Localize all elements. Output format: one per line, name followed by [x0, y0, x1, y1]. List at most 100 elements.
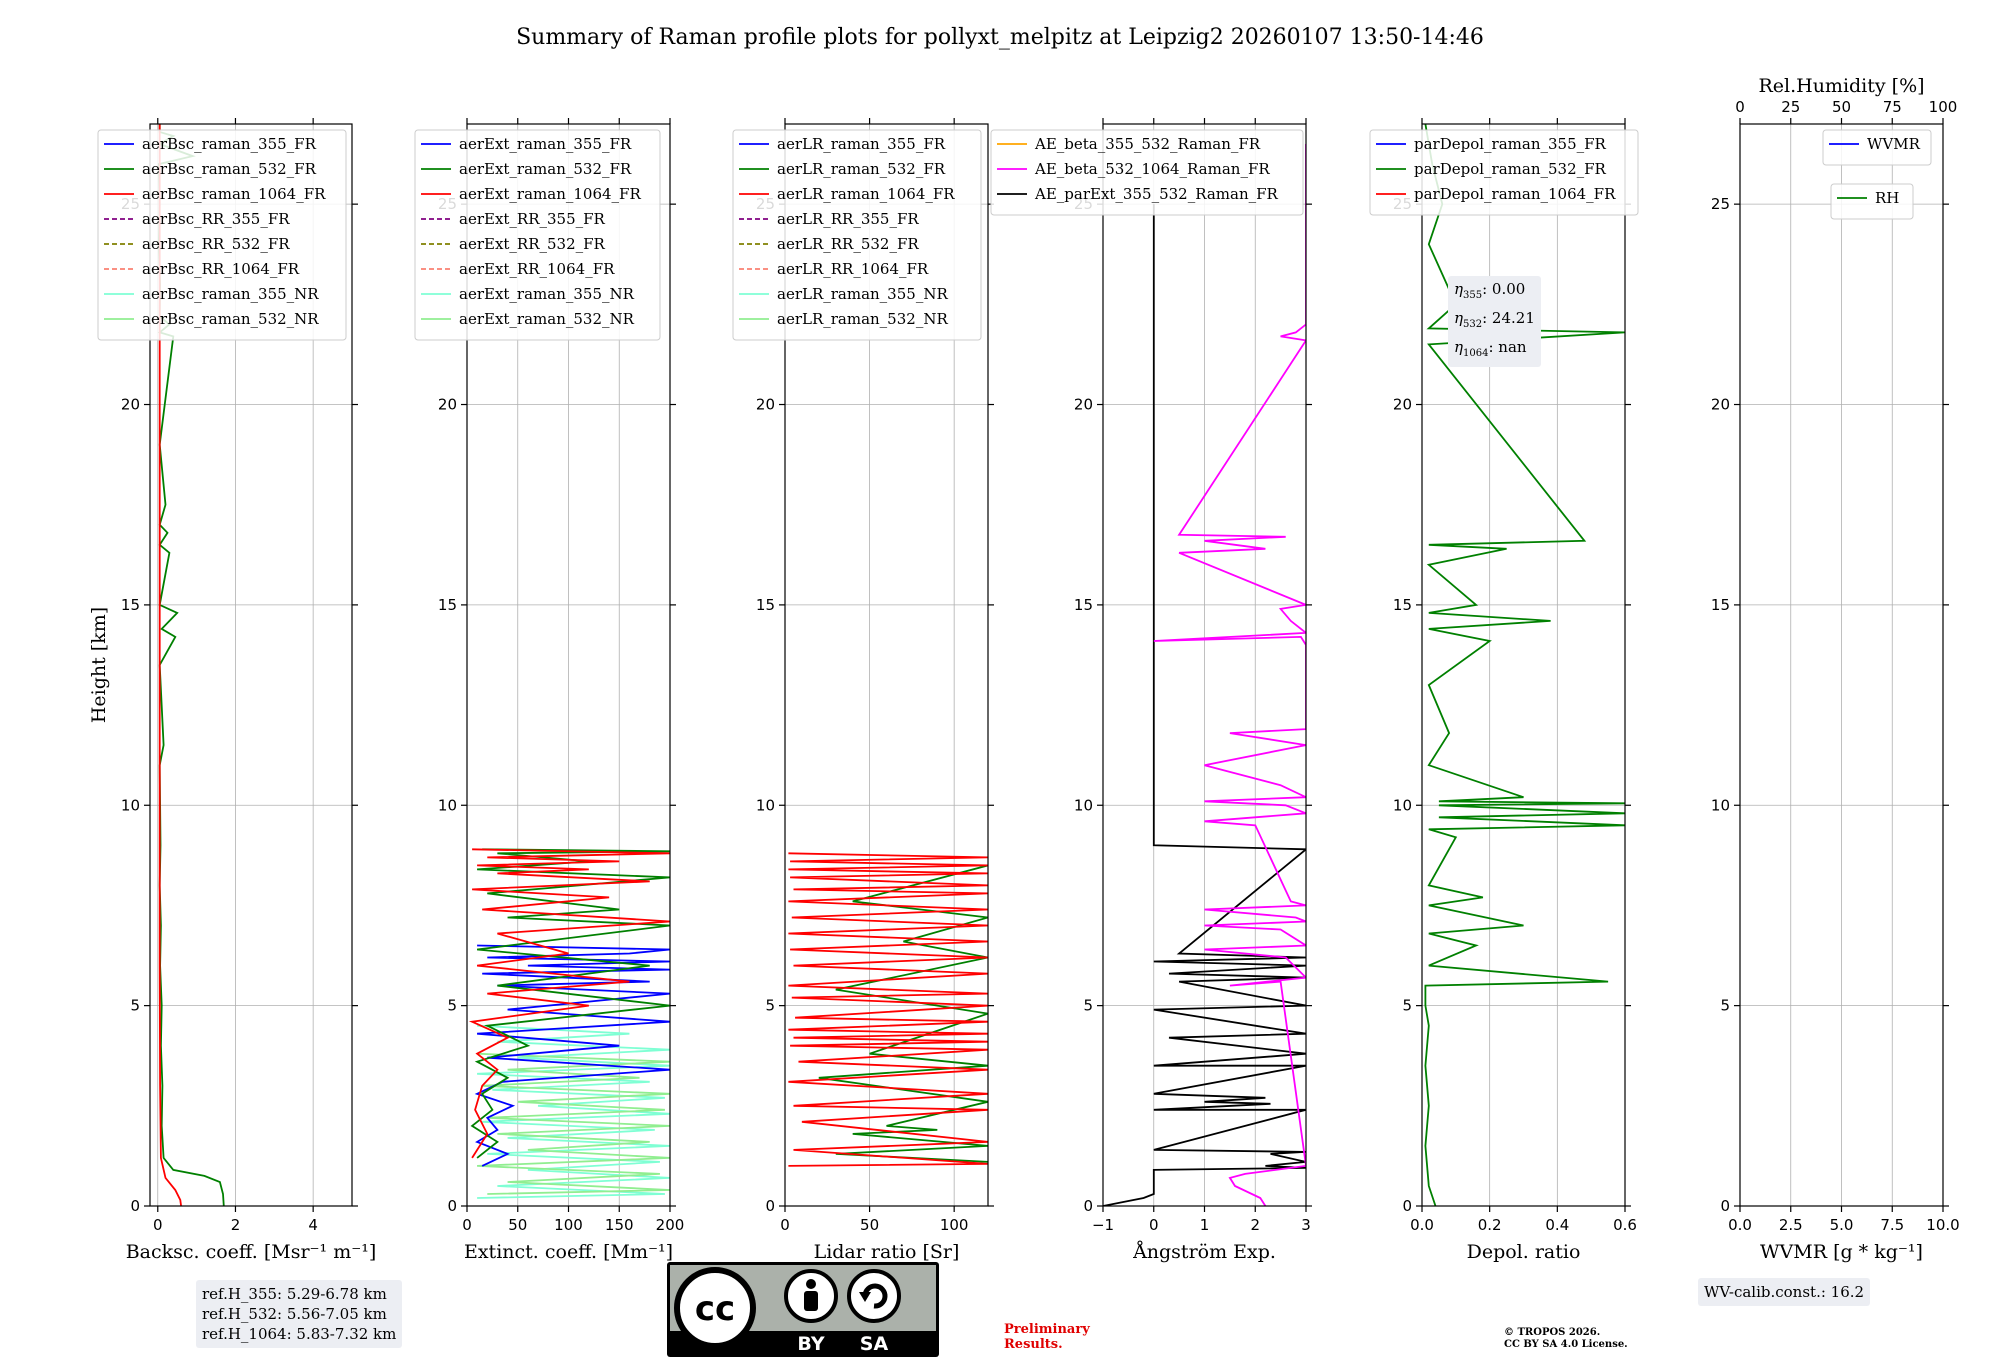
y-tick-label: 15	[1393, 596, 1412, 614]
legend-label: aerLR_raman_1064_FR	[777, 185, 955, 203]
wv-calibration-box: WV-calib.const.: 16.2	[1698, 1278, 1871, 1306]
y-tick-label: 10	[1393, 796, 1412, 814]
share-alike-icon	[847, 1269, 901, 1323]
sa-label: SA	[860, 1333, 889, 1355]
series-line-aerExt_raman_532_NR	[477, 1052, 670, 1195]
ref-height-532: ref.H_532: 5.56-7.05 km	[202, 1305, 387, 1323]
axes-frame	[1421, 123, 1626, 1207]
legend-label: aerLR_raman_355_FR	[777, 135, 946, 153]
x-tick-label: −1	[1092, 1216, 1114, 1234]
legend-label: RH	[1875, 189, 1899, 207]
x-tick-label: 50	[508, 1216, 527, 1234]
y-tick-label: 15	[756, 596, 775, 614]
wv-calibration-text: WV-calib.const.: 16.2	[1704, 1283, 1865, 1301]
legend-label: parDepol_raman_532_FR	[1414, 160, 1607, 178]
legend-label: aerBsc_RR_355_FR	[142, 210, 290, 228]
series-line-AE_parExt_355_532_Raman_FR	[1103, 204, 1306, 1206]
y-tick-label: 10	[1711, 796, 1730, 814]
x-tick-label: 0.0	[1728, 1216, 1752, 1234]
legend-wvmr: WVMR	[1822, 129, 1932, 166]
legend-label: WVMR	[1867, 135, 1921, 153]
legend-label: aerLR_raman_355_NR	[777, 285, 948, 303]
legend: aerLR_raman_355_FR aerLR_raman_532_FR aerL…	[732, 129, 982, 341]
preliminary-line-2: Results.	[1004, 1337, 1063, 1352]
legend-box	[732, 129, 982, 341]
y-tick-label: 0	[1083, 1197, 1093, 1215]
legend: AE_beta_355_532_Raman_FR AE_beta_532_1064…	[990, 129, 1304, 216]
series-line-aerExt_raman_355_FR	[474, 944, 670, 1167]
y-tick-label: 0	[447, 1197, 457, 1215]
legend-label: aerLR_RR_532_FR	[777, 235, 919, 253]
copyright-note: © TROPOS 2026. CC BY SA 4.0 License.	[1504, 1327, 1628, 1351]
legend-label: aerBsc_raman_532_FR	[142, 160, 317, 178]
y-tick-label: 10	[756, 796, 775, 814]
y-axis-label: Height [km]	[88, 607, 110, 723]
y-tick-label: 20	[121, 396, 140, 414]
y-tick-label: 5	[447, 997, 457, 1015]
panel-ae: −101230510152025Ångström Exp.AE_beta_355…	[990, 118, 1312, 1263]
legend-label: aerExt_raman_532_FR	[459, 160, 632, 178]
x-tick-label: 4	[308, 1216, 318, 1234]
x-tick-label: 0.0	[1410, 1216, 1434, 1234]
top-x-tick-label: 75	[1883, 98, 1902, 116]
x-tick-label: 3	[1301, 1216, 1311, 1234]
x-tick-label: 100	[940, 1216, 969, 1234]
legend-label: aerExt_RR_532_FR	[459, 235, 606, 253]
legend-label: aerLR_raman_532_FR	[777, 160, 946, 178]
panel-lr: 0501000510152025Lidar ratio [Sr]aerLR_ra…	[732, 118, 994, 1263]
series-line-aerBsc_raman_1064_FR	[158, 124, 182, 1206]
x-tick-label: 2	[231, 1216, 241, 1234]
panel-bsc: 0240510152025Backsc. coeff. [Msr⁻¹ m⁻¹]H…	[88, 118, 376, 1263]
legend-box	[990, 129, 1304, 216]
y-tick-label: 5	[130, 997, 140, 1015]
x-tick-label: 0	[153, 1216, 163, 1234]
x-tick-label: 10.0	[1926, 1216, 1959, 1234]
y-tick-label: 20	[438, 396, 457, 414]
ref-height-1064: ref.H_1064: 5.83-7.32 km	[202, 1325, 397, 1343]
y-tick-label: 0	[1402, 1197, 1412, 1215]
y-tick-label: 15	[1711, 596, 1730, 614]
eta-annotation-box: η355: 0.00 η532: 24.21 η1064: nan	[1448, 276, 1541, 367]
y-tick-label: 20	[1393, 396, 1412, 414]
legend-label: aerExt_raman_1064_FR	[459, 185, 641, 203]
legend: aerBsc_raman_355_FR aerBsc_raman_532_FRae…	[97, 129, 347, 341]
eta-532: η532: 24.21	[1454, 309, 1535, 330]
y-tick-label: 10	[438, 796, 457, 814]
legend-label: aerBsc_raman_1064_FR	[142, 185, 326, 203]
y-tick-label: 20	[756, 396, 775, 414]
panel-ext: 0501001502000510152025Extinct. coeff. [M…	[414, 118, 685, 1263]
legend: parDepol_raman_355_FR parDepol_raman_532_…	[1369, 129, 1639, 216]
legend-label: aerBsc_raman_355_FR	[142, 135, 317, 153]
legend-box	[414, 129, 661, 341]
series-group	[1103, 144, 1306, 1206]
reference-height-box: ref.H_355: 5.29-6.78 km ref.H_532: 5.56-…	[196, 1280, 403, 1348]
x-axis-label: Ångström Exp.	[1132, 1241, 1276, 1263]
legend-box	[1369, 129, 1639, 216]
legend-box	[1830, 183, 1914, 220]
y-tick-label: 25	[1711, 195, 1730, 213]
series-line-aerExt_raman_355_NR	[477, 1024, 670, 1199]
series-group	[1424, 124, 1625, 1206]
legend-label: aerExt_RR_1064_FR	[459, 260, 615, 278]
series-group	[468, 848, 670, 1199]
x-tick-label: 1	[1200, 1216, 1210, 1234]
x-tick-label: 50	[860, 1216, 879, 1234]
x-axis-label: Depol. ratio	[1467, 1241, 1581, 1263]
preliminary-line-1: Preliminary	[1004, 1322, 1090, 1337]
cc-logo-text: cc	[695, 1289, 735, 1329]
legend-box	[1822, 129, 1932, 166]
eta-355: η355: 0.00	[1454, 280, 1526, 301]
eta-1064: η1064: nan	[1454, 338, 1527, 359]
series-line-parDepol_raman_532_FR	[1424, 124, 1625, 1206]
legend-label: parDepol_raman_1064_FR	[1414, 185, 1616, 203]
x-axis-label: Lidar ratio [Sr]	[814, 1241, 960, 1263]
x-tick-label: 2	[1250, 1216, 1260, 1234]
y-tick-label: 20	[1711, 396, 1730, 414]
x-tick-label: 200	[656, 1216, 685, 1234]
cc-license-badge: cc BY SA	[667, 1262, 939, 1357]
legend-label: aerExt_raman_532_NR	[459, 310, 635, 328]
legend-label: aerLR_raman_532_NR	[777, 310, 948, 328]
y-tick-label: 0	[1720, 1197, 1730, 1215]
legend: aerExt_raman_355_FR aerExt_raman_532_FRae…	[414, 129, 661, 341]
